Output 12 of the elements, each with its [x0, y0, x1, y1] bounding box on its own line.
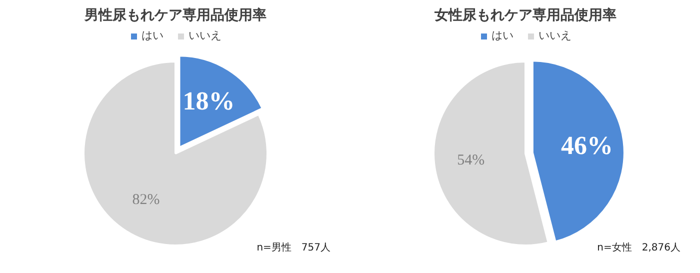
data-label: 82%: [132, 192, 160, 208]
text: n=男性 757人: [256, 242, 331, 254]
chart-title: 男性尿もれケア専用品使用率: [84, 6, 266, 24]
data-label: 46%: [561, 131, 614, 160]
legend-label: はい: [142, 28, 164, 43]
legend-label: いいえ: [188, 28, 222, 43]
data-label: 18%: [182, 86, 235, 116]
chart-title: 女性尿もれケア専用品使用率: [434, 6, 616, 24]
legend-label: はい: [492, 28, 514, 43]
text: n=女性 2,876人: [597, 242, 681, 254]
legend-label: いいえ: [538, 28, 572, 43]
data-label: 54%: [457, 152, 485, 168]
